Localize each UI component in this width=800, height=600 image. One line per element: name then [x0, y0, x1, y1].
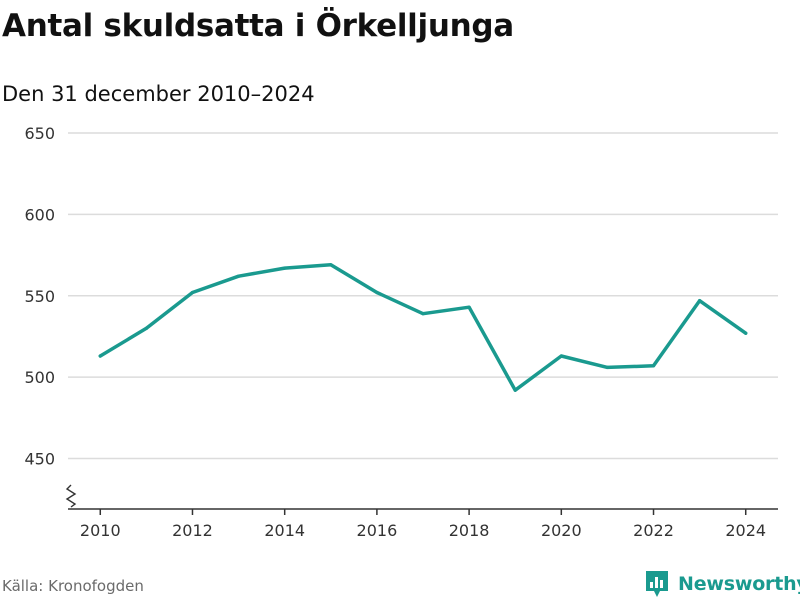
- data-point: [236, 274, 241, 278]
- data-point: [144, 326, 148, 330]
- x-tick-label: 2012: [172, 521, 213, 540]
- x-tick-label: 2018: [449, 521, 490, 540]
- data-point: [513, 388, 517, 392]
- data-point: [375, 290, 379, 295]
- y-axis-break-icon: [65, 484, 77, 508]
- x-tick-label: 2014: [264, 521, 305, 540]
- data-point: [744, 331, 748, 335]
- data-point: [651, 364, 656, 368]
- data-point: [98, 354, 102, 358]
- y-tick-label: 500: [24, 368, 55, 387]
- y-tick-label: 600: [24, 205, 55, 224]
- bar-chart-logo-icon: [646, 571, 668, 597]
- y-tick-label: 650: [24, 124, 55, 143]
- x-tick-label: 2010: [80, 521, 121, 540]
- data-point: [329, 263, 333, 267]
- data-point: [190, 290, 195, 295]
- series-line: [98, 263, 748, 392]
- brand-logo: Newsworthy: [644, 568, 800, 600]
- chart-title: Antal skuldsatta i Örkelljunga: [2, 8, 514, 44]
- y-tick-label: 550: [24, 287, 55, 306]
- source-note: Källa: Kronofogden: [2, 577, 144, 595]
- x-tick-label: 2020: [541, 521, 582, 540]
- data-point: [605, 365, 610, 369]
- x-tick-label: 2022: [633, 521, 674, 540]
- data-point: [559, 354, 563, 358]
- chart-subtitle: Den 31 december 2010–2024: [2, 82, 315, 106]
- data-point: [467, 305, 471, 309]
- y-tick-label: 450: [24, 450, 55, 469]
- brand-name: Newsworthy: [678, 573, 800, 595]
- data-point: [283, 266, 287, 270]
- data-point: [698, 299, 702, 303]
- line-chart: 450 500 550 600 650 2010 2012 2014 2016 2018 2020 2…: [24, 124, 778, 540]
- x-tick-label: 2024: [725, 521, 766, 540]
- x-tick-label: 2016: [357, 521, 398, 540]
- data-point: [421, 312, 425, 316]
